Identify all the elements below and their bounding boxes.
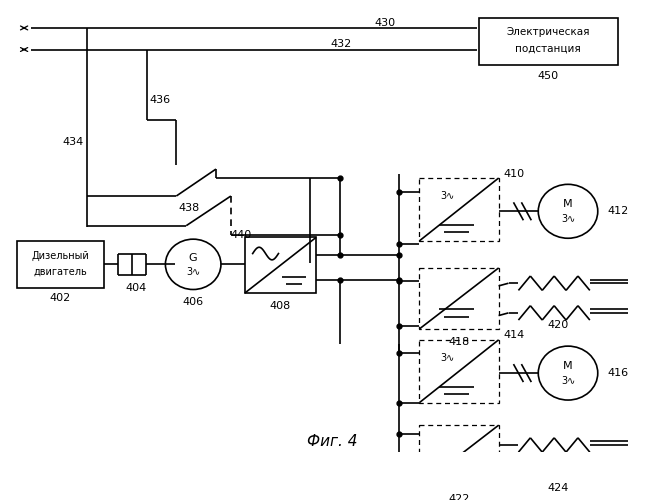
FancyBboxPatch shape	[419, 340, 499, 402]
FancyBboxPatch shape	[17, 241, 104, 288]
Text: 424: 424	[547, 483, 569, 493]
Text: 3∿: 3∿	[440, 353, 454, 363]
Text: M: M	[563, 361, 573, 371]
Text: 410: 410	[503, 168, 525, 178]
Text: 3∿: 3∿	[440, 191, 454, 201]
Text: 436: 436	[150, 95, 171, 105]
Text: Фиг. 4: Фиг. 4	[307, 434, 357, 449]
Text: 3∿: 3∿	[186, 266, 200, 276]
FancyBboxPatch shape	[245, 238, 316, 293]
Text: 402: 402	[50, 294, 71, 304]
Text: 418: 418	[448, 336, 469, 346]
Text: двигатель: двигатель	[33, 266, 87, 276]
Text: M: M	[563, 199, 573, 209]
Text: 440: 440	[231, 230, 252, 239]
Text: Электрическая: Электрическая	[507, 28, 590, 38]
Text: 450: 450	[537, 70, 559, 81]
Text: 422: 422	[448, 494, 469, 500]
Text: 414: 414	[503, 330, 525, 340]
Text: 438: 438	[178, 202, 199, 212]
Text: Дизельный: Дизельный	[31, 251, 89, 262]
Text: подстанция: подстанция	[515, 44, 581, 54]
Text: 420: 420	[547, 320, 569, 330]
Text: 404: 404	[125, 282, 146, 292]
Text: 416: 416	[608, 368, 629, 378]
Text: 3∿: 3∿	[561, 376, 575, 386]
FancyBboxPatch shape	[419, 178, 499, 241]
Text: 430: 430	[374, 18, 396, 28]
Text: 432: 432	[330, 39, 351, 49]
FancyBboxPatch shape	[419, 268, 499, 329]
FancyBboxPatch shape	[419, 425, 499, 486]
Text: 412: 412	[608, 206, 629, 216]
Text: 408: 408	[270, 300, 291, 310]
Text: 406: 406	[183, 297, 203, 307]
Text: G: G	[189, 253, 198, 263]
FancyBboxPatch shape	[479, 18, 618, 65]
Text: 434: 434	[63, 137, 84, 147]
Text: 3∿: 3∿	[561, 214, 575, 224]
